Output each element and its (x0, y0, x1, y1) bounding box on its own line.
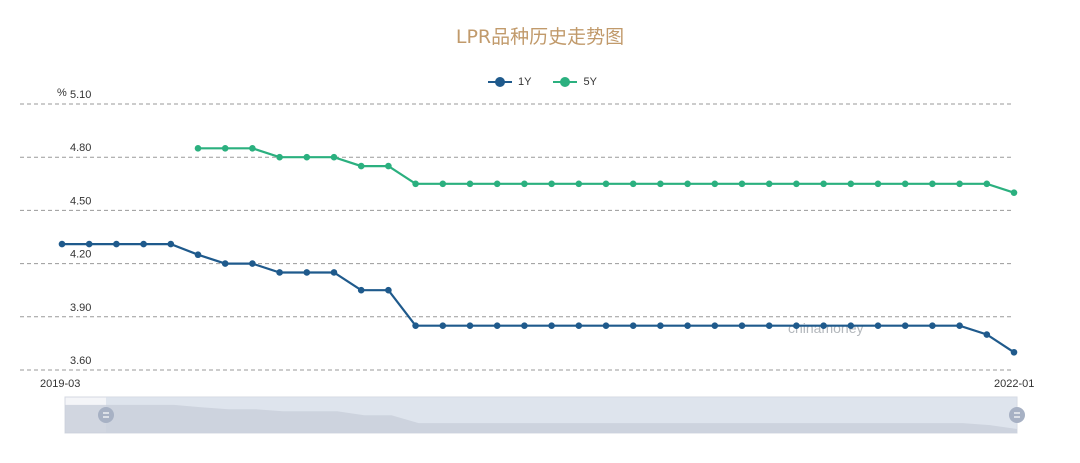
data-point-1y[interactable] (575, 322, 583, 329)
data-point-5y[interactable] (929, 180, 936, 188)
series-layer (58, 145, 1018, 356)
y-tick-label: 4.80 (70, 142, 91, 154)
legend-label-1y: 1Y (518, 76, 532, 88)
data-point-1y[interactable] (113, 240, 120, 248)
data-point-1y[interactable] (847, 322, 855, 329)
zoom-handle-right[interactable] (1009, 407, 1025, 423)
data-point-5y[interactable] (330, 153, 338, 161)
data-point-1y[interactable] (738, 322, 746, 329)
series-line-1y (62, 243, 1015, 354)
data-point-1y[interactable] (167, 240, 175, 248)
data-point-5y[interactable] (820, 180, 827, 188)
y-axis-label: % (57, 87, 67, 99)
y-tick-label: 4.20 (70, 249, 91, 261)
y-tick-label: 4.50 (70, 195, 91, 207)
data-point-5y[interactable] (493, 180, 501, 188)
y-tick-label: 3.90 (70, 302, 91, 314)
data-point-1y[interactable] (657, 322, 664, 329)
data-point-1y[interactable] (711, 322, 719, 329)
data-point-1y[interactable] (765, 322, 773, 329)
data-point-1y[interactable] (874, 322, 882, 329)
legend-label-5y: 5Y (583, 76, 597, 88)
data-point-1y[interactable] (249, 260, 256, 267)
data-point-1y[interactable] (276, 269, 283, 276)
data-point-1y[interactable] (820, 322, 827, 329)
legend-swatch-5y (553, 77, 578, 87)
grid-lines (20, 103, 1014, 371)
data-point-5y[interactable] (548, 180, 555, 188)
chart-title: LPR品种历史走势图 (455, 26, 625, 48)
data-point-1y[interactable] (901, 322, 909, 329)
data-point-1y[interactable] (85, 240, 93, 248)
data-point-1y[interactable] (793, 322, 800, 329)
series-1y (58, 240, 1018, 356)
data-point-5y[interactable] (521, 180, 528, 188)
data-point-1y[interactable] (629, 322, 637, 329)
data-point-5y[interactable] (874, 180, 882, 188)
data-point-5y[interactable] (629, 180, 637, 188)
x-range-start-label: 2019-03 (40, 378, 80, 390)
zoom-handle-left[interactable] (98, 407, 114, 423)
data-point-5y[interactable] (357, 162, 365, 170)
data-point-5y[interactable] (602, 180, 610, 188)
legend-item-1y[interactable]: 1Y (488, 76, 531, 88)
legend-item-5y[interactable]: 5Y (553, 76, 597, 88)
data-point-5y[interactable] (738, 180, 746, 188)
zoom-shadow-area (65, 404, 1017, 433)
data-point-1y[interactable] (602, 322, 610, 329)
data-point-1y[interactable] (548, 322, 555, 329)
data-point-1y[interactable] (140, 240, 147, 248)
data-point-5y[interactable] (276, 153, 283, 161)
data-point-5y[interactable] (956, 180, 963, 188)
data-point-5y[interactable] (847, 180, 855, 188)
data-point-1y[interactable] (929, 322, 936, 329)
data-point-1y[interactable] (357, 286, 365, 294)
data-point-5y[interactable] (1010, 189, 1018, 196)
data-point-1y[interactable] (330, 269, 338, 276)
y-tick-label: 3.60 (70, 355, 91, 367)
data-point-5y[interactable] (303, 153, 311, 161)
data-point-5y[interactable] (412, 180, 419, 188)
data-point-5y[interactable] (684, 180, 691, 188)
data-point-5y[interactable] (439, 180, 447, 188)
legend: 1Y 5Y (488, 76, 597, 88)
series-5y (194, 145, 1018, 196)
data-point-1y[interactable] (221, 260, 229, 267)
legend-swatch-1y (488, 77, 512, 87)
data-point-1y[interactable] (521, 322, 528, 329)
data-point-5y[interactable] (765, 180, 773, 188)
data-point-1y[interactable] (194, 251, 202, 259)
data-zoom-slider[interactable] (64, 396, 1025, 434)
y-tick-label: 5.10 (70, 89, 91, 101)
x-range-end-label: 2022-01 (994, 378, 1034, 390)
data-point-5y[interactable] (575, 180, 583, 188)
data-point-1y[interactable] (58, 240, 66, 248)
data-point-1y[interactable] (956, 322, 963, 329)
data-point-5y[interactable] (901, 180, 909, 188)
data-point-1y[interactable] (983, 331, 991, 338)
y-axis: 5.10 4.80 4.50 4.20 3.90 3.60 (70, 89, 91, 367)
data-point-5y[interactable] (711, 180, 719, 188)
data-point-5y[interactable] (249, 145, 256, 152)
data-point-5y[interactable] (221, 145, 229, 152)
data-point-1y[interactable] (385, 286, 392, 294)
data-point-5y[interactable] (194, 145, 202, 152)
data-point-1y[interactable] (466, 322, 474, 329)
data-point-1y[interactable] (493, 322, 501, 329)
data-point-1y[interactable] (303, 269, 311, 276)
data-point-5y[interactable] (657, 180, 664, 188)
data-point-5y[interactable] (983, 180, 991, 188)
data-point-1y[interactable] (684, 322, 691, 329)
data-point-5y[interactable] (466, 180, 474, 188)
data-point-5y[interactable] (793, 180, 800, 188)
data-point-5y[interactable] (385, 162, 392, 170)
data-point-1y[interactable] (1010, 348, 1018, 356)
data-point-1y[interactable] (412, 322, 419, 329)
data-point-1y[interactable] (439, 322, 447, 329)
